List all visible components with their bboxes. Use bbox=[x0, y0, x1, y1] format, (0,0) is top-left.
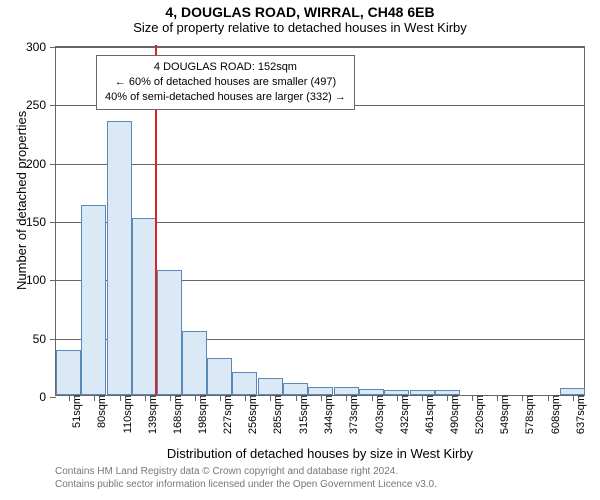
x-tick-label: 373sqm bbox=[348, 395, 360, 434]
x-tick bbox=[145, 395, 146, 401]
x-tick-label: 139sqm bbox=[147, 395, 159, 434]
x-tick-label: 432sqm bbox=[399, 395, 411, 434]
x-tick-label: 256sqm bbox=[247, 395, 259, 434]
x-tick bbox=[321, 395, 322, 401]
histogram-bar bbox=[56, 350, 81, 396]
x-tick-label: 520sqm bbox=[474, 395, 486, 434]
x-tick-label: 608sqm bbox=[550, 395, 562, 434]
footer-line-2: Contains public sector information licen… bbox=[55, 479, 437, 490]
y-tick-label: 300 bbox=[26, 40, 46, 54]
x-tick-label: 461sqm bbox=[424, 395, 436, 434]
histogram-bar bbox=[334, 387, 359, 395]
chart-container: 4, DOUGLAS ROAD, WIRRAL, CH48 6EB Size o… bbox=[0, 0, 600, 500]
x-tick-label: 110sqm bbox=[122, 395, 134, 433]
histogram-bar bbox=[132, 218, 157, 395]
annotation-line: ← 60% of detached houses are smaller (49… bbox=[105, 75, 346, 90]
plot-area: 05010015020025030051sqm80sqm110sqm139sqm… bbox=[55, 46, 585, 396]
annotation-line: 40% of semi-detached houses are larger (… bbox=[105, 90, 346, 105]
histogram-bar bbox=[157, 270, 182, 395]
x-tick-label: 403sqm bbox=[374, 395, 386, 434]
x-tick bbox=[69, 395, 70, 401]
x-tick-label: 51sqm bbox=[71, 395, 83, 428]
x-tick bbox=[573, 395, 574, 401]
grid-line bbox=[56, 47, 584, 48]
histogram-bar bbox=[81, 205, 106, 395]
histogram-bar bbox=[182, 331, 207, 395]
histogram-bar bbox=[232, 372, 257, 395]
x-tick bbox=[346, 395, 347, 401]
x-tick bbox=[120, 395, 121, 401]
x-tick bbox=[170, 395, 171, 401]
chart-title: 4, DOUGLAS ROAD, WIRRAL, CH48 6EB bbox=[0, 0, 600, 20]
x-tick-label: 490sqm bbox=[449, 395, 461, 434]
y-tick-label: 0 bbox=[39, 390, 46, 404]
x-tick-label: 315sqm bbox=[298, 395, 310, 434]
annotation-box: 4 DOUGLAS ROAD: 152sqm← 60% of detached … bbox=[96, 55, 355, 110]
histogram-bar bbox=[560, 388, 585, 395]
x-tick-label: 578sqm bbox=[524, 395, 536, 434]
histogram-bar bbox=[107, 121, 132, 395]
histogram-bar bbox=[308, 387, 333, 395]
y-tick bbox=[50, 397, 56, 398]
y-axis-title: Number of detached properties bbox=[14, 111, 29, 290]
x-tick-label: 637sqm bbox=[575, 395, 587, 434]
annotation-line: 4 DOUGLAS ROAD: 152sqm bbox=[105, 60, 346, 75]
x-tick bbox=[422, 395, 423, 401]
x-tick bbox=[548, 395, 549, 401]
x-tick bbox=[372, 395, 373, 401]
x-tick bbox=[94, 395, 95, 401]
x-tick bbox=[447, 395, 448, 401]
x-tick-label: 344sqm bbox=[323, 395, 335, 434]
grid-line bbox=[56, 164, 584, 165]
x-tick bbox=[397, 395, 398, 401]
x-tick-label: 168sqm bbox=[172, 395, 184, 434]
chart-subtitle: Size of property relative to detached ho… bbox=[0, 20, 600, 35]
histogram-bar bbox=[283, 383, 308, 395]
x-tick bbox=[296, 395, 297, 401]
x-tick-label: 285sqm bbox=[272, 395, 284, 434]
x-axis-title: Distribution of detached houses by size … bbox=[55, 446, 585, 461]
footer-line-1: Contains HM Land Registry data © Crown c… bbox=[55, 466, 398, 477]
x-tick-label: 549sqm bbox=[499, 395, 511, 434]
x-tick-label: 80sqm bbox=[96, 395, 108, 428]
histogram-bar bbox=[258, 378, 283, 396]
y-tick-label: 50 bbox=[33, 332, 46, 346]
histogram-bar bbox=[207, 358, 232, 395]
x-tick-label: 198sqm bbox=[197, 395, 209, 434]
x-tick-label: 227sqm bbox=[222, 395, 234, 434]
